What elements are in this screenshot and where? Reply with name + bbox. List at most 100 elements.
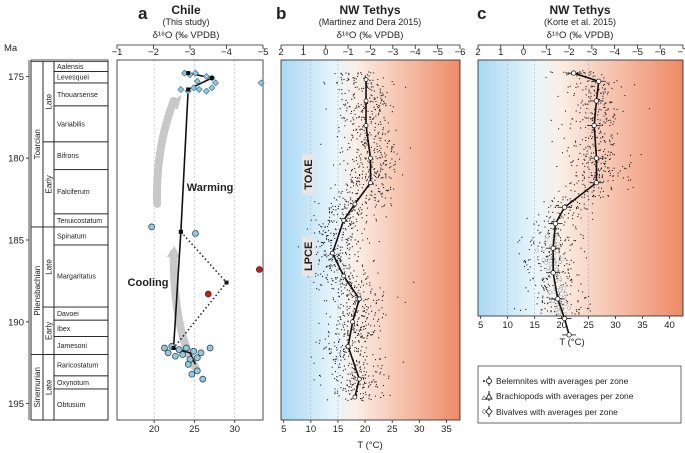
data-point xyxy=(585,103,587,105)
brachiopod-point xyxy=(563,292,568,296)
data-point xyxy=(546,288,548,290)
data-point xyxy=(576,310,578,313)
data-point xyxy=(345,284,347,287)
average-marker xyxy=(178,229,183,234)
data-point xyxy=(345,253,348,255)
bottom-tick-label: 5 xyxy=(281,424,286,435)
data-point xyxy=(375,184,377,186)
data-point xyxy=(369,334,372,336)
data-point xyxy=(552,228,554,230)
data-point xyxy=(537,245,539,247)
data-point xyxy=(581,174,584,176)
data-point xyxy=(389,188,392,190)
data-point xyxy=(342,234,344,236)
data-point xyxy=(335,356,337,358)
data-point xyxy=(585,257,588,259)
data-point xyxy=(573,240,575,242)
data-point xyxy=(340,279,342,281)
data-point xyxy=(359,370,361,372)
data-point xyxy=(347,239,349,242)
data-point xyxy=(355,394,358,396)
data-point xyxy=(340,77,342,79)
data-point xyxy=(548,275,550,277)
bottom-tick-label: 30 xyxy=(229,424,240,435)
data-point xyxy=(363,273,365,275)
data-point xyxy=(366,152,368,154)
data-point xyxy=(584,159,586,161)
data-point xyxy=(353,97,355,99)
data-point xyxy=(560,284,562,286)
data-point xyxy=(345,347,347,349)
data-point xyxy=(333,264,335,266)
data-point xyxy=(544,236,547,238)
data-point xyxy=(373,149,375,152)
data-point xyxy=(316,288,318,290)
data-point xyxy=(380,177,382,179)
data-point xyxy=(350,178,352,181)
data-point xyxy=(379,150,381,152)
data-point xyxy=(326,274,328,276)
data-point xyxy=(627,176,629,178)
data-point xyxy=(313,362,315,364)
panel-c-letter: c xyxy=(477,4,486,23)
data-point xyxy=(356,177,358,179)
data-point xyxy=(608,119,610,121)
data-point xyxy=(379,92,381,94)
data-point xyxy=(570,123,572,125)
data-point xyxy=(356,350,358,352)
brachiopod-point xyxy=(555,248,559,253)
data-point xyxy=(339,260,342,262)
data-point xyxy=(559,255,561,257)
data-point xyxy=(324,347,326,349)
data-point xyxy=(568,263,570,265)
data-point xyxy=(600,197,602,199)
data-point xyxy=(358,177,360,179)
data-point xyxy=(338,191,340,193)
data-point xyxy=(355,171,357,173)
data-point xyxy=(342,292,344,294)
data-point xyxy=(573,145,575,147)
data-point xyxy=(587,145,589,148)
brachiopod-point xyxy=(554,308,559,312)
data-point xyxy=(334,205,337,208)
data-point xyxy=(540,309,542,311)
data-point xyxy=(583,176,586,178)
data-point xyxy=(325,108,327,110)
data-point xyxy=(598,175,600,177)
data-point xyxy=(358,180,360,182)
data-point xyxy=(349,266,351,268)
data-point xyxy=(611,101,613,103)
data-point xyxy=(363,300,365,302)
data-point xyxy=(365,394,367,396)
data-point xyxy=(357,348,360,350)
data-point xyxy=(345,229,347,231)
data-point xyxy=(330,258,332,260)
data-point xyxy=(594,176,596,178)
data-point xyxy=(613,108,615,110)
data-point xyxy=(381,193,383,195)
data-point xyxy=(352,77,354,79)
data-point xyxy=(336,255,338,257)
data-point xyxy=(342,389,344,391)
data-point xyxy=(378,104,380,106)
data-point xyxy=(350,235,352,237)
warming-arrow xyxy=(152,96,178,208)
data-point xyxy=(594,82,597,84)
data-point xyxy=(613,113,615,115)
data-point xyxy=(597,168,599,170)
data-point xyxy=(343,365,345,367)
plot-frame xyxy=(280,59,461,421)
data-point xyxy=(553,218,555,220)
data-point xyxy=(550,227,552,229)
data-point xyxy=(379,330,381,332)
data-point xyxy=(353,378,355,380)
data-point xyxy=(365,311,367,314)
data-point xyxy=(373,141,375,144)
data-point xyxy=(548,250,550,252)
data-point xyxy=(350,197,352,199)
data-point xyxy=(360,333,362,335)
data-point xyxy=(371,118,374,120)
brachiopod-point xyxy=(552,290,557,294)
data-point xyxy=(349,373,351,375)
data-point xyxy=(590,112,592,114)
